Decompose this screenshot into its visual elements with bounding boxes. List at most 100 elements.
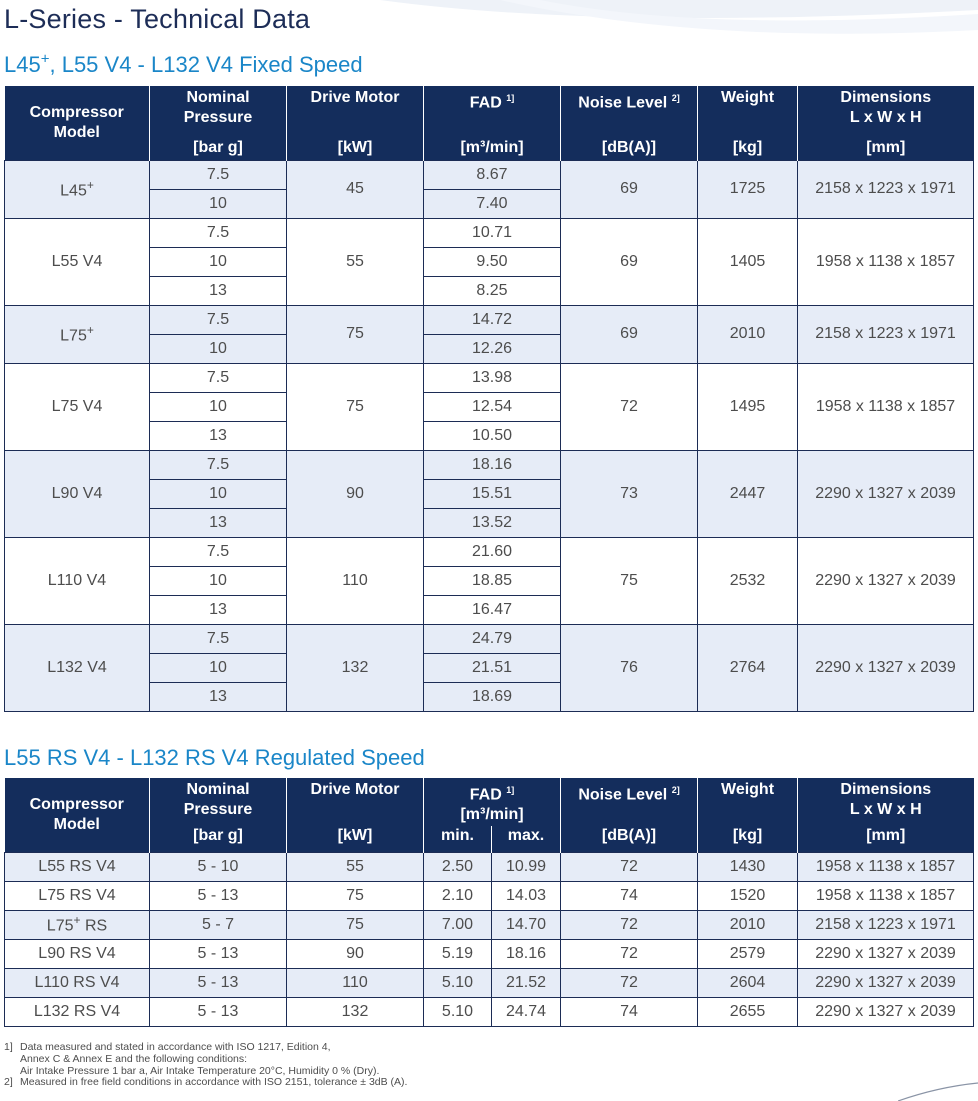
dimensions-cell: 1958 x 1138 x 1857 bbox=[797, 217, 974, 306]
fad-cell: 18.16 bbox=[423, 449, 561, 480]
noise-level-cell: 75 bbox=[560, 536, 698, 625]
compressor-model-cell: L75 V4 bbox=[4, 362, 150, 451]
noise-level-cell: 69 bbox=[560, 304, 698, 364]
header-fad: FAD 1] [m³/min] bbox=[422, 778, 562, 826]
drive-motor-cell: 132 bbox=[286, 996, 424, 1027]
model-name: L110 V4 bbox=[47, 571, 107, 589]
table-row: L45+ 7.5 45 8.67 69 1725 2158 x 1223 x 1971 bbox=[4, 159, 974, 219]
dimensions-cell: 2290 x 1327 x 2039 bbox=[797, 449, 974, 538]
pressure-cell: 10 bbox=[149, 652, 287, 683]
fad-max-cell: 24.74 bbox=[490, 996, 562, 1027]
compressor-model-cell: L132 V4 bbox=[4, 623, 150, 712]
compressor-model-cell: L75+ RS bbox=[4, 909, 150, 940]
table-row: 10 18.85 bbox=[5, 565, 974, 596]
compressor-model-cell: L75 RS V4 bbox=[4, 880, 150, 911]
footnote-text: Data measured and stated in accordance w… bbox=[20, 1041, 380, 1077]
header-nominal-pressure: Nominal Pressure [bar g] bbox=[149, 86, 287, 160]
fad-max-cell: 14.70 bbox=[490, 909, 562, 940]
decorative-swoosh bbox=[898, 1082, 978, 1101]
dimensions-cell: 1958 x 1138 x 1857 bbox=[797, 851, 975, 882]
weight-cell: 1405 bbox=[697, 217, 798, 306]
pressure-cell: 7.5 bbox=[149, 536, 287, 567]
model-name: L75 bbox=[46, 917, 74, 935]
weight-cell: 1430 bbox=[697, 851, 799, 882]
model-suffix: RS bbox=[80, 917, 108, 935]
model-name: L132 RS V4 bbox=[33, 1002, 121, 1020]
model-sup: + bbox=[73, 913, 81, 928]
header-fad-max: max. bbox=[490, 826, 562, 852]
compressor-model-cell: L55 V4 bbox=[4, 217, 150, 306]
drive-motor-cell: 110 bbox=[286, 967, 424, 998]
model-name: L75 bbox=[60, 327, 87, 345]
pressure-cell: 7.5 bbox=[149, 623, 287, 654]
fad-min-cell: 5.10 bbox=[423, 967, 492, 998]
weight-cell: 2010 bbox=[697, 304, 798, 364]
weight-cell: 2010 bbox=[697, 909, 799, 940]
unit-pressure: [bar g] bbox=[149, 826, 287, 852]
model-name: L90 RS V4 bbox=[38, 944, 116, 962]
dimensions-cell: 2158 x 1223 x 1971 bbox=[797, 909, 975, 940]
dimensions-cell: 1958 x 1138 x 1857 bbox=[797, 880, 975, 911]
table-row: L110 V4 7.5 110 21.60 75 2532 2290 x 1327 x 20… bbox=[4, 536, 974, 625]
weight-cell: 2579 bbox=[697, 938, 799, 969]
fad-cell: 21.51 bbox=[423, 652, 561, 683]
fad-min-cell: 5.19 bbox=[423, 938, 492, 969]
decorative-wave bbox=[380, 0, 978, 34]
fad-max-cell: 21.52 bbox=[490, 967, 562, 998]
table-row: L90 RS V4 5 - 13 90 5.19 18.16 72 2579 2290 x 1… bbox=[4, 938, 975, 969]
model-name: L55 RS V4 bbox=[38, 857, 116, 875]
table-row: 10 12.54 bbox=[5, 391, 974, 422]
pressure-cell: 7.5 bbox=[149, 304, 287, 335]
pressure-cell: 5 - 7 bbox=[149, 909, 287, 940]
dimensions-cell: 2290 x 1327 x 2039 bbox=[797, 967, 975, 998]
pressure-cell: 10 bbox=[149, 478, 287, 509]
header-drive-motor: Drive Motor [kW] bbox=[286, 86, 424, 160]
model-sup: + bbox=[86, 322, 94, 337]
table-row: L75+ 7.5 75 14.72 69 2010 2158 x 1223 x 1971 bbox=[4, 304, 974, 364]
model-name: L110 RS V4 bbox=[34, 973, 120, 991]
header-compressor-model: Compressor Model bbox=[4, 778, 150, 852]
table-row: L75+ RS 5 - 7 75 7.00 14.70 72 2010 2158 x 1223… bbox=[4, 909, 975, 940]
table-row: L110 RS V4 5 - 13 110 5.10 21.52 72 2604 2290 x… bbox=[4, 967, 975, 998]
table-row: 13 16.47 bbox=[5, 594, 974, 625]
drive-motor-cell: 90 bbox=[286, 938, 424, 969]
compressor-model-cell: L90 RS V4 bbox=[4, 938, 150, 969]
fad-max-cell: 18.16 bbox=[490, 938, 562, 969]
footnote-number: 1] bbox=[4, 1041, 13, 1053]
fad-cell: 14.72 bbox=[423, 304, 561, 335]
compressor-model-cell: L110 RS V4 bbox=[4, 967, 150, 998]
header-noise-level: Noise Level 2] [dB(A)] bbox=[560, 86, 698, 160]
fad-cell: 18.69 bbox=[423, 681, 561, 712]
fixed-header-row: Compressor Model Nominal Pressure [bar g]… bbox=[4, 86, 974, 160]
unit-dimensions: [mm] bbox=[797, 826, 974, 852]
fad-cell: 15.51 bbox=[423, 478, 561, 509]
pressure-cell: 10 bbox=[149, 246, 287, 277]
pressure-cell: 7.5 bbox=[149, 449, 287, 480]
pressure-cell: 7.5 bbox=[149, 159, 287, 190]
regulated-speed-title: L55 RS V4 - L132 RS V4 Regulated Speed bbox=[4, 745, 425, 770]
dimensions-cell: 1958 x 1138 x 1857 bbox=[797, 362, 974, 451]
pressure-cell: 5 - 13 bbox=[149, 938, 287, 969]
header-drive-motor: Drive Motor bbox=[286, 778, 424, 826]
regulated-speed-table: Compressor Model Nominal Pressure Drive … bbox=[4, 778, 975, 1027]
weight-cell: 2764 bbox=[697, 623, 798, 712]
compressor-model-cell: L45+ bbox=[4, 159, 150, 219]
header-compressor-model: Compressor Model bbox=[4, 86, 150, 160]
fad-min-cell: 7.00 bbox=[423, 909, 492, 940]
table-row: 13 18.69 bbox=[5, 681, 974, 712]
fixed-title-sup: + bbox=[40, 50, 50, 68]
drive-motor-cell: 90 bbox=[286, 449, 424, 538]
table-row: L90 V4 7.5 90 18.16 73 2447 2290 x 1327 x 2039 bbox=[4, 449, 974, 538]
model-name: L75 V4 bbox=[51, 397, 103, 415]
fad-cell: 13.52 bbox=[423, 507, 561, 538]
drive-motor-cell: 75 bbox=[286, 909, 424, 940]
fad-cell: 12.26 bbox=[423, 333, 561, 364]
drive-motor-cell: 75 bbox=[286, 304, 424, 364]
fixed-speed-title: L45+, L55 V4 - L132 V4 Fixed Speed bbox=[4, 52, 363, 78]
model-sup: + bbox=[86, 177, 94, 192]
pressure-cell: 7.5 bbox=[149, 362, 287, 393]
header-dimensions: Dimensions L x W x H [mm] bbox=[797, 86, 974, 160]
drive-motor-cell: 75 bbox=[286, 362, 424, 451]
unit-noise: [dB(A)] bbox=[560, 826, 699, 852]
weight-cell: 1495 bbox=[697, 362, 798, 451]
